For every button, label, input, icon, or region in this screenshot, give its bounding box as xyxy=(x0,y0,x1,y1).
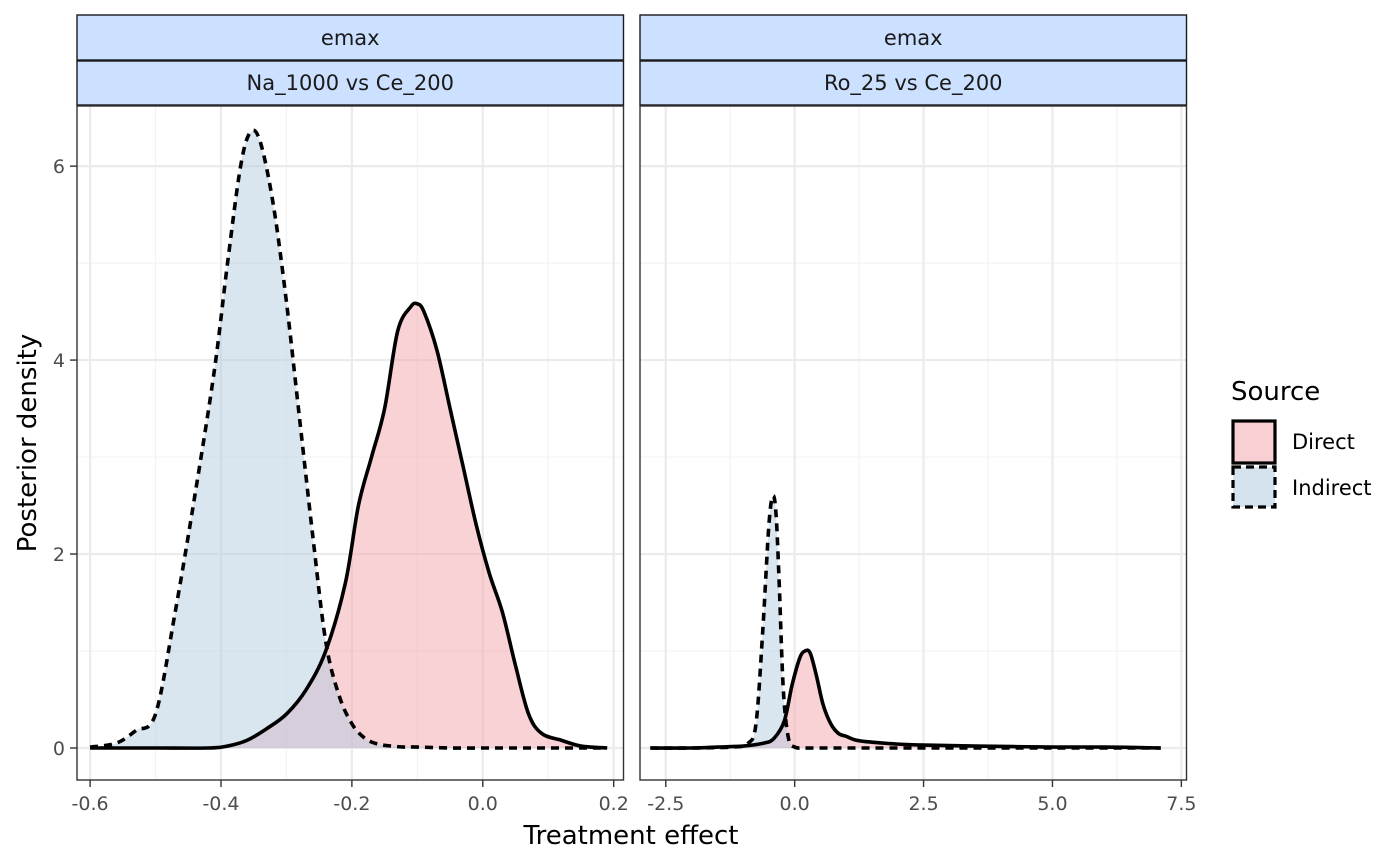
y-tick-label: 4 xyxy=(53,350,65,372)
x-tick-label: -0.6 xyxy=(72,793,109,815)
legend-key-indirect xyxy=(1231,465,1277,509)
density-areas xyxy=(90,130,608,749)
x-tick-label: -0.2 xyxy=(333,793,370,815)
strip-bottom-box xyxy=(76,60,625,106)
legend-label-indirect: Indirect xyxy=(1292,476,1372,500)
y-tick-label: 6 xyxy=(53,156,65,178)
panel-ro25-vs-ce200: emax Ro_25 vs Ce_200 -2.5 0.0 2.5 5.0 7.5 xyxy=(639,14,1196,815)
panel-border xyxy=(76,105,625,781)
legend-title: Source xyxy=(1231,377,1320,407)
strip-top-label: emax xyxy=(884,26,943,50)
legend-label-direct: Direct xyxy=(1292,430,1355,454)
x-tick-label: -0.4 xyxy=(202,793,239,815)
x-tick-label: 0.2 xyxy=(599,793,629,815)
legend-item-direct: Direct xyxy=(1231,419,1355,465)
strip-top-box xyxy=(76,14,625,61)
y-tick-label: 2 xyxy=(53,544,65,566)
legend: Source Direct Indirect xyxy=(1231,377,1372,509)
density-line-indirect xyxy=(650,493,1161,750)
x-tick-label: 2.5 xyxy=(908,793,938,815)
density-lines xyxy=(650,493,1161,750)
density-area-indirect xyxy=(90,130,608,749)
density-lines xyxy=(89,128,608,750)
x-tick-label: 0.0 xyxy=(468,793,498,815)
panel-border xyxy=(639,105,1188,781)
strip-top-label: emax xyxy=(321,26,380,50)
density-area-direct xyxy=(90,303,608,749)
legend-item-indirect: Indirect xyxy=(1231,465,1372,509)
x-tick-label: -2.5 xyxy=(647,793,684,815)
strip-top-box xyxy=(639,14,1188,61)
strip-bottom-box xyxy=(639,60,1188,106)
y-tick-label: 0 xyxy=(53,738,65,760)
x-tick-label: 0.0 xyxy=(780,793,810,815)
x-axis-title: Treatment effect xyxy=(523,821,739,851)
x-axis: -0.6 -0.4 -0.2 0.0 0.2 xyxy=(72,780,629,815)
density-line-indirect xyxy=(89,128,608,750)
legend-key-direct xyxy=(1231,419,1277,465)
y-axis-title: Posterior density xyxy=(13,334,43,553)
strip-bottom-label: Ro_25 vs Ce_200 xyxy=(824,71,1003,96)
panel-na1000-vs-ce200: emax Na_1000 vs Ce_200 -0.6 -0.4 -0.2 0.0 0.… xyxy=(53,14,629,815)
density-line-direct xyxy=(90,301,608,750)
x-axis: -2.5 0.0 2.5 5.0 7.5 xyxy=(647,780,1196,815)
x-tick-label: 5.0 xyxy=(1037,793,1067,815)
y-axis: 0 2 4 6 xyxy=(53,156,77,760)
strip-bottom-label: Na_1000 vs Ce_200 xyxy=(247,71,454,96)
x-tick-label: 7.5 xyxy=(1166,793,1196,815)
density-line-direct xyxy=(650,648,1161,750)
